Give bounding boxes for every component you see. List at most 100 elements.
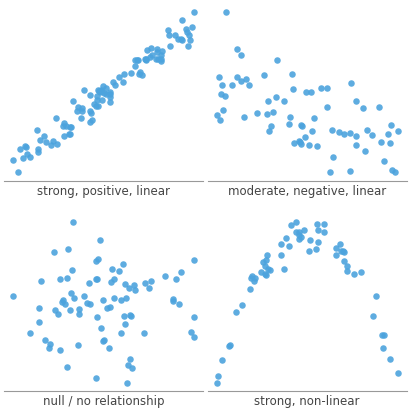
Point [213,379,220,386]
Point [36,319,43,325]
Point [289,85,296,92]
Point [122,320,129,327]
Point [106,94,113,100]
Point [333,252,339,258]
Point [118,330,125,337]
Point [147,45,154,52]
Point [329,127,335,133]
Point [369,131,375,138]
Point [84,300,91,307]
Point [308,89,314,96]
Point [377,139,384,145]
Point [120,79,126,86]
Point [274,57,281,64]
Point [111,82,118,88]
Point [251,277,258,284]
Point [47,341,53,348]
Point [191,257,198,263]
Point [308,128,315,134]
Point [111,295,118,302]
Point [303,89,309,95]
Point [298,122,304,128]
Point [95,87,102,94]
Point [36,304,43,311]
Point [238,51,244,58]
Point [94,314,101,320]
Point [341,131,348,137]
Point [263,272,269,279]
Point [130,282,137,288]
Point [348,80,355,86]
Point [305,142,312,149]
Point [234,46,241,53]
Point [337,240,343,247]
Point [357,268,364,275]
Point [62,301,68,307]
Point [126,312,133,319]
Point [107,279,114,286]
Point [186,31,192,38]
Point [38,278,45,284]
Point [124,379,131,386]
Point [317,85,324,91]
Point [178,36,185,42]
Point [159,47,165,54]
Point [302,134,308,140]
Point [86,279,92,286]
Point [100,338,106,344]
Point [134,56,140,63]
Point [75,103,82,110]
Point [265,98,271,105]
Point [65,246,72,252]
Point [43,139,50,146]
Point [287,114,294,121]
Point [344,263,350,269]
Point [239,302,245,309]
Point [218,91,224,98]
Point [167,42,173,49]
Point [222,93,229,100]
Point [176,300,182,307]
Point [370,313,376,319]
Point [125,284,132,291]
Point [299,123,305,129]
Point [103,305,110,312]
Point [87,301,93,307]
Point [98,96,105,103]
Point [69,219,76,226]
Point [145,285,152,291]
Point [346,130,353,136]
Point [118,297,125,303]
Point [109,265,115,272]
Point [94,93,100,100]
Point [388,122,394,129]
Point [54,311,61,318]
Point [320,229,327,236]
Point [57,347,64,354]
Point [128,313,135,320]
Point [79,105,85,111]
Point [245,82,252,89]
Point [372,293,379,300]
Point [144,47,150,53]
Point [149,52,155,59]
Point [267,267,274,273]
Point [295,229,302,235]
Point [116,268,122,275]
Point [107,89,113,96]
Point [61,133,67,139]
Point [143,56,149,62]
Point [262,271,268,278]
Point [242,75,249,82]
Point [260,259,267,265]
Point [75,342,82,349]
Point [330,154,337,160]
Point [386,140,393,147]
Point [185,43,192,49]
Point [24,151,30,157]
Point [270,109,276,115]
Point [391,169,398,176]
Point [121,281,128,287]
Point [293,219,299,226]
Point [78,114,84,121]
